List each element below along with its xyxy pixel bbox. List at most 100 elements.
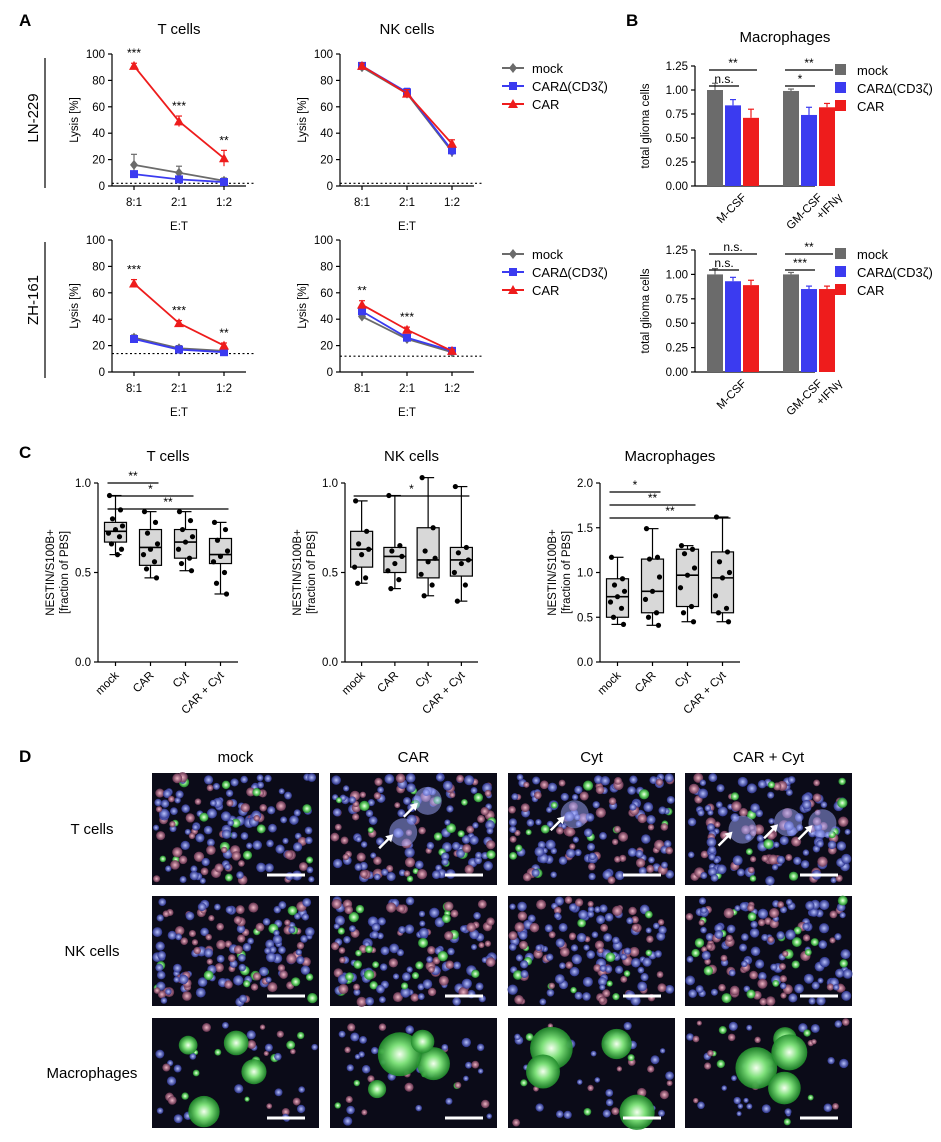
cell	[545, 839, 556, 850]
cell	[696, 1020, 702, 1026]
cell	[289, 815, 299, 825]
data-point	[655, 622, 662, 628]
cell	[559, 947, 570, 957]
cell	[374, 777, 383, 786]
y-tick-label: 0	[327, 367, 333, 379]
micrograph-0-1	[330, 772, 497, 885]
chart-a-nkcells-ln229: 0 20 40 60 80 100 8:1 2:1 1:2 E:T Lysis [%] NK cell…	[297, 21, 608, 233]
cell	[295, 949, 303, 956]
cell	[739, 943, 748, 952]
data-point	[646, 556, 653, 562]
cell	[404, 857, 416, 868]
cell	[629, 803, 637, 811]
cell	[291, 977, 301, 987]
cell	[599, 904, 608, 913]
panel-label-b: B	[626, 11, 638, 30]
cell	[593, 964, 602, 972]
y-tick-label: 1.25	[666, 61, 688, 73]
cell	[259, 966, 269, 977]
cell	[515, 954, 523, 962]
cell	[192, 1069, 200, 1077]
cell	[152, 927, 163, 938]
cell	[405, 1025, 414, 1034]
cell	[446, 805, 454, 813]
chart-title: NK cells	[379, 21, 434, 38]
cell	[547, 782, 558, 793]
cell	[700, 850, 709, 859]
cell	[185, 813, 195, 823]
cell	[368, 816, 378, 825]
y-axis-label: total glioma cells	[640, 83, 652, 168]
cell	[334, 915, 345, 926]
cell	[558, 779, 566, 787]
row-label-ln229: LN-229	[25, 93, 42, 142]
cell	[718, 983, 726, 992]
cell	[284, 919, 291, 926]
y-axis-label-line: [fraction of PBS]	[306, 531, 318, 614]
cell	[344, 1046, 351, 1054]
cell	[225, 789, 234, 797]
y-axis-label: Lysis [%]	[69, 283, 81, 329]
cell	[378, 1023, 387, 1031]
cell	[478, 942, 485, 949]
cell	[785, 929, 796, 940]
data-point	[402, 88, 412, 98]
cell	[708, 853, 716, 861]
cell	[343, 1116, 353, 1126]
cell	[175, 790, 184, 799]
cell	[698, 919, 705, 926]
legend-marker	[509, 63, 517, 73]
cell	[704, 1062, 712, 1070]
data-point	[114, 552, 121, 558]
data-point	[447, 345, 457, 355]
cell	[750, 946, 761, 957]
cell	[618, 831, 629, 842]
bar	[725, 105, 741, 186]
micrograph-2-3	[685, 1018, 852, 1128]
cell	[246, 1030, 256, 1040]
cell	[757, 779, 767, 789]
data-point	[223, 591, 230, 597]
cell	[404, 924, 415, 934]
cell	[699, 779, 707, 786]
cell	[480, 807, 490, 816]
y-tick-label: 0.25	[666, 343, 688, 355]
cell	[444, 931, 454, 941]
cell	[631, 915, 639, 924]
cell	[783, 1118, 791, 1126]
cell	[723, 908, 734, 919]
cell	[602, 1109, 611, 1118]
chart-title: Macrophages	[625, 448, 716, 465]
y-tick-label: 0.50	[666, 133, 688, 145]
cell	[252, 972, 262, 981]
legend-marker	[509, 82, 517, 90]
cell	[273, 905, 282, 914]
cell	[264, 947, 271, 955]
cell	[664, 773, 674, 783]
cell	[203, 970, 214, 981]
cell	[279, 970, 288, 979]
y-tick-label: 40	[92, 314, 105, 326]
cell	[648, 856, 655, 864]
cell	[437, 950, 448, 962]
cell	[193, 851, 205, 862]
data-point	[182, 539, 189, 545]
cell	[779, 835, 789, 846]
cell	[803, 1029, 811, 1037]
y-tick-label: 20	[320, 341, 333, 353]
cell	[471, 969, 480, 978]
cell	[392, 973, 400, 980]
cell	[779, 963, 786, 970]
chart-b-macrophages-top: 0.00 0.25 0.50 0.75 1.00 1.25 total glioma cel…	[640, 29, 933, 232]
cell	[410, 993, 419, 1002]
data-point	[224, 548, 231, 554]
cell	[750, 856, 757, 863]
cell	[597, 977, 607, 987]
cell	[555, 1110, 564, 1118]
y-tick-label: 2.0	[577, 478, 593, 490]
cell	[469, 835, 479, 845]
data-point	[656, 574, 663, 580]
cell	[733, 1096, 741, 1105]
y-tick-label: 80	[92, 75, 105, 87]
